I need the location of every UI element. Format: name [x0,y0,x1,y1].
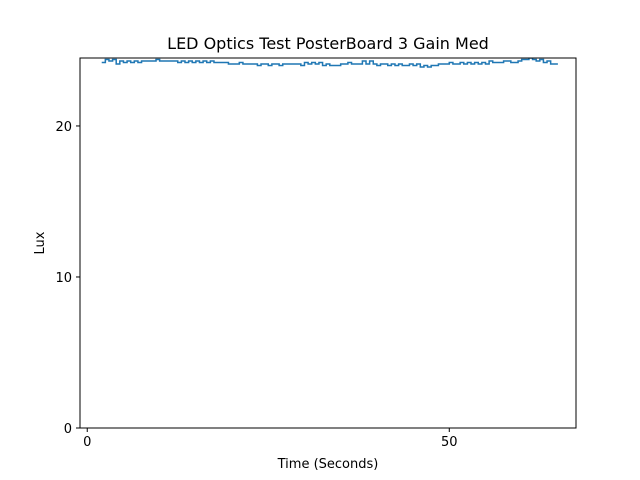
x-axis-ticks: 0 50 [83,428,458,450]
y-tick-label: 10 [55,271,72,286]
plot-area: 0 50 0 10 20 [55,57,577,450]
x-tick-label: 0 [83,435,91,450]
x-tick-label: 50 [441,435,458,450]
x-axis-label: Time (Seconds) [277,457,379,472]
axes-frame [79,57,577,429]
series-line-0 [101,58,558,68]
y-axis-ticks: 0 10 20 [55,120,80,437]
y-tick-label: 0 [64,422,72,437]
y-axis-label: Lux [33,231,48,254]
y-tick-label: 20 [55,120,72,135]
chart-title: LED Optics Test PosterBoard 3 Gain Med [167,34,489,53]
series-layer [101,58,558,68]
